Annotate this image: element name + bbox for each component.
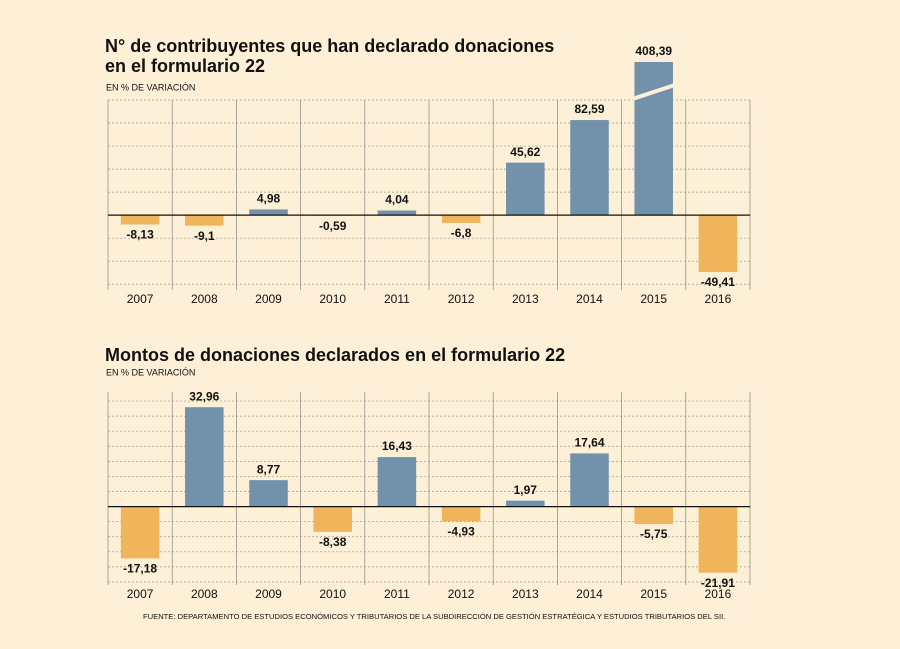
- axis-break: [631, 83, 676, 101]
- data-label: -8,38: [319, 535, 347, 549]
- data-label: 17,64: [574, 436, 604, 450]
- bar: [698, 215, 738, 273]
- x-tick-label: 2014: [576, 292, 603, 306]
- bar: [120, 215, 160, 225]
- data-label: -0,59: [319, 219, 347, 233]
- bar: [313, 506, 352, 532]
- bar: [441, 506, 481, 522]
- chart-title: N° de contribuyentes que han declarado d…: [105, 36, 554, 56]
- x-tick-label: 2015: [640, 292, 667, 306]
- data-label: 16,43: [382, 439, 412, 453]
- x-tick-label: 2014: [576, 587, 603, 601]
- bar: [698, 506, 738, 573]
- x-tick-label: 2016: [705, 587, 732, 601]
- bar: [441, 215, 481, 223]
- x-tick-label: 2010: [319, 292, 346, 306]
- data-label: 32,96: [189, 389, 219, 403]
- bar: [506, 500, 545, 507]
- x-tick-label: 2011: [384, 292, 410, 306]
- data-label: -49,41: [701, 275, 735, 289]
- chart-title: Montos de donaciones declarados en el fo…: [105, 345, 565, 365]
- x-tick-label: 2008: [191, 587, 218, 601]
- bar: [634, 506, 673, 524]
- data-label: 4,04: [385, 193, 409, 207]
- data-label: 1,97: [514, 483, 538, 497]
- bar: [377, 457, 417, 507]
- data-label: 45,62: [510, 145, 540, 159]
- x-tick-label: 2009: [255, 292, 282, 306]
- x-tick-label: 2010: [319, 587, 346, 601]
- x-tick-label: 2009: [255, 587, 282, 601]
- bar: [377, 210, 417, 216]
- bar: [120, 506, 160, 559]
- x-tick-label: 2008: [191, 292, 218, 306]
- data-label: 8,77: [257, 462, 281, 476]
- x-tick-label: 2007: [127, 587, 154, 601]
- bar: [249, 480, 288, 507]
- x-tick-label: 2013: [512, 587, 539, 601]
- bar: [570, 120, 609, 216]
- data-label: 4,98: [257, 192, 281, 206]
- data-label: -17,18: [123, 562, 157, 576]
- data-label: 82,59: [574, 102, 604, 116]
- x-tick-label: 2015: [640, 587, 667, 601]
- bar: [249, 209, 288, 216]
- data-label: -6,8: [451, 226, 472, 240]
- bar: [570, 453, 609, 507]
- chart-subtitle: EN % DE VARIACIÓN: [106, 82, 195, 92]
- x-tick-label: 2007: [127, 292, 154, 306]
- bar: [185, 407, 224, 507]
- x-tick-label: 2012: [448, 292, 475, 306]
- x-tick-label: 2012: [448, 587, 475, 601]
- data-label: -4,93: [447, 525, 475, 539]
- data-label: -8,13: [126, 228, 154, 242]
- x-tick-label: 2011: [384, 587, 410, 601]
- bar: [634, 62, 673, 216]
- bar: [506, 162, 545, 216]
- data-label: 408,39: [635, 44, 672, 58]
- x-tick-label: 2016: [705, 292, 732, 306]
- bar: [185, 215, 224, 226]
- data-label: -21,91: [701, 576, 735, 590]
- source: FUENTE: DEPARTAMENTO DE ESTUDIOS ECONÓMI…: [143, 612, 725, 621]
- data-label: -9,1: [194, 229, 215, 243]
- data-label: -5,75: [640, 527, 668, 541]
- x-tick-label: 2013: [512, 292, 539, 306]
- chart-subtitle: EN % DE VARIACIÓN: [106, 367, 195, 377]
- chart-title: en el formulario 22: [105, 56, 265, 76]
